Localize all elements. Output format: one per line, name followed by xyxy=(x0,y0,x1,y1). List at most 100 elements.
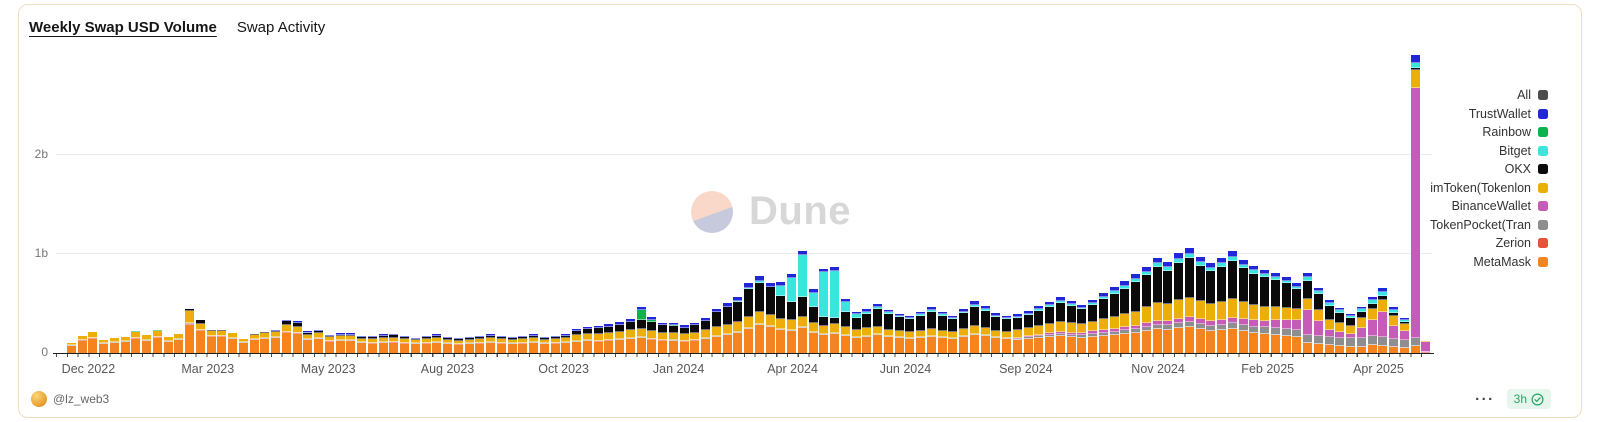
bar-week-13[interactable] xyxy=(195,320,205,353)
bar-week-14[interactable] xyxy=(206,329,216,353)
bar-week-36[interactable] xyxy=(443,336,452,353)
bar-week-3[interactable] xyxy=(88,332,98,353)
bar-week-64[interactable] xyxy=(744,283,753,353)
author-handle[interactable]: @lz_web3 xyxy=(53,392,110,406)
bar-week-78[interactable] xyxy=(894,313,904,353)
legend-item-zerion[interactable]: Zerion xyxy=(1496,237,1548,249)
bar-week-76[interactable] xyxy=(873,304,882,353)
bar-week-34[interactable] xyxy=(421,336,431,353)
bar-week-100[interactable] xyxy=(1131,274,1140,353)
bar-week-88[interactable] xyxy=(1002,316,1011,353)
bar-week-56[interactable] xyxy=(658,322,667,353)
bar-week-26[interactable] xyxy=(335,333,345,353)
bar-week-60[interactable] xyxy=(701,318,710,353)
bar-week-21[interactable] xyxy=(281,319,291,353)
bar-week-70[interactable] xyxy=(808,289,818,353)
bar-week-42[interactable] xyxy=(507,336,517,353)
bar-week-117[interactable] xyxy=(1313,287,1323,353)
bar-week-123[interactable] xyxy=(1378,288,1388,353)
bar-week-8[interactable] xyxy=(142,335,151,353)
bar-week-108[interactable] xyxy=(1217,258,1226,353)
bar-week-38[interactable] xyxy=(464,336,474,353)
legend-item-okx[interactable]: OKX xyxy=(1505,163,1548,175)
bar-week-15[interactable] xyxy=(217,329,227,353)
bar-week-115[interactable] xyxy=(1292,283,1302,353)
bar-week-109[interactable] xyxy=(1227,251,1237,353)
bar-week-119[interactable] xyxy=(1335,308,1345,353)
bar-week-118[interactable] xyxy=(1324,300,1334,353)
bar-week-73[interactable] xyxy=(840,299,850,353)
bar-week-20[interactable] xyxy=(271,329,280,353)
bar-week-124[interactable] xyxy=(1389,306,1398,353)
bar-week-67[interactable] xyxy=(776,281,786,353)
bar-week-69[interactable] xyxy=(797,250,807,353)
bar-week-1[interactable] xyxy=(66,342,76,353)
legend-item-binancewallet[interactable]: BinanceWallet xyxy=(1452,200,1548,212)
bar-week-35[interactable] xyxy=(432,334,442,353)
bar-week-114[interactable] xyxy=(1281,277,1291,353)
bar-week-66[interactable] xyxy=(765,283,775,353)
bar-week-125[interactable] xyxy=(1399,317,1409,353)
bar-week-50[interactable] xyxy=(593,325,603,353)
bar-week-18[interactable] xyxy=(249,334,259,353)
bar-week-54[interactable] xyxy=(636,306,646,353)
bar-week-40[interactable] xyxy=(486,334,495,353)
bar-week-97[interactable] xyxy=(1098,293,1108,353)
bar-week-52[interactable] xyxy=(615,322,624,353)
bar-week-107[interactable] xyxy=(1206,263,1216,353)
bar-week-96[interactable] xyxy=(1088,299,1097,353)
bar-week-127[interactable] xyxy=(1421,340,1431,353)
bar-week-27[interactable] xyxy=(346,333,356,353)
legend-item-rainbow[interactable]: Rainbow xyxy=(1482,126,1548,138)
bar-week-98[interactable] xyxy=(1109,287,1119,353)
bar-week-7[interactable] xyxy=(131,331,141,353)
legend-item-metamask[interactable]: MetaMask xyxy=(1473,255,1548,268)
bar-week-43[interactable] xyxy=(518,336,528,353)
bar-week-120[interactable] xyxy=(1346,313,1355,353)
legend-item-all[interactable]: All xyxy=(1517,89,1548,101)
bar-week-126[interactable] xyxy=(1410,54,1420,353)
bar-week-80[interactable] xyxy=(916,311,925,353)
bar-week-90[interactable] xyxy=(1023,310,1033,353)
bar-week-91[interactable] xyxy=(1034,306,1044,353)
bar-week-57[interactable] xyxy=(668,322,678,353)
bar-week-58[interactable] xyxy=(679,325,689,353)
bar-week-55[interactable] xyxy=(647,317,657,353)
bar-week-104[interactable] xyxy=(1174,253,1183,353)
avatar[interactable] xyxy=(31,391,47,407)
bar-week-24[interactable] xyxy=(314,329,323,353)
bar-week-95[interactable] xyxy=(1077,304,1087,353)
bar-week-19[interactable] xyxy=(260,332,270,353)
bar-week-82[interactable] xyxy=(937,311,947,353)
bar-week-74[interactable] xyxy=(851,311,861,353)
bar-week-37[interactable] xyxy=(453,338,463,353)
bar-week-4[interactable] xyxy=(99,339,108,353)
bar-week-30[interactable] xyxy=(378,334,388,353)
bar-week-102[interactable] xyxy=(1152,258,1162,353)
bar-week-89[interactable] xyxy=(1012,314,1022,353)
bar-week-17[interactable] xyxy=(238,338,248,353)
bar-week-10[interactable] xyxy=(163,337,173,353)
bar-week-110[interactable] xyxy=(1238,259,1248,353)
bar-week-87[interactable] xyxy=(991,313,1001,353)
bar-week-47[interactable] xyxy=(561,334,571,353)
bar-week-84[interactable] xyxy=(959,309,968,353)
bar-week-63[interactable] xyxy=(733,297,743,353)
bar-week-39[interactable] xyxy=(475,336,485,353)
freshness-badge[interactable]: 3h xyxy=(1506,389,1551,409)
ellipsis-menu-icon[interactable]: ··· xyxy=(1475,390,1495,408)
bar-week-72[interactable] xyxy=(830,267,839,353)
bar-week-68[interactable] xyxy=(787,273,796,353)
bar-week-51[interactable] xyxy=(604,324,614,353)
bar-week-77[interactable] xyxy=(883,309,893,353)
bar-week-116[interactable] xyxy=(1303,273,1312,353)
bar-week-29[interactable] xyxy=(367,336,377,353)
bar-week-41[interactable] xyxy=(496,336,506,353)
bar-week-101[interactable] xyxy=(1141,267,1151,353)
bar-week-105[interactable] xyxy=(1184,247,1194,353)
bar-week-5[interactable] xyxy=(109,337,119,353)
bar-week-9[interactable] xyxy=(152,329,162,353)
bar-week-12[interactable] xyxy=(185,308,194,353)
bar-week-62[interactable] xyxy=(722,302,732,353)
legend-item-imtoken-tokenlon[interactable]: imToken(Tokenlon xyxy=(1430,181,1548,194)
